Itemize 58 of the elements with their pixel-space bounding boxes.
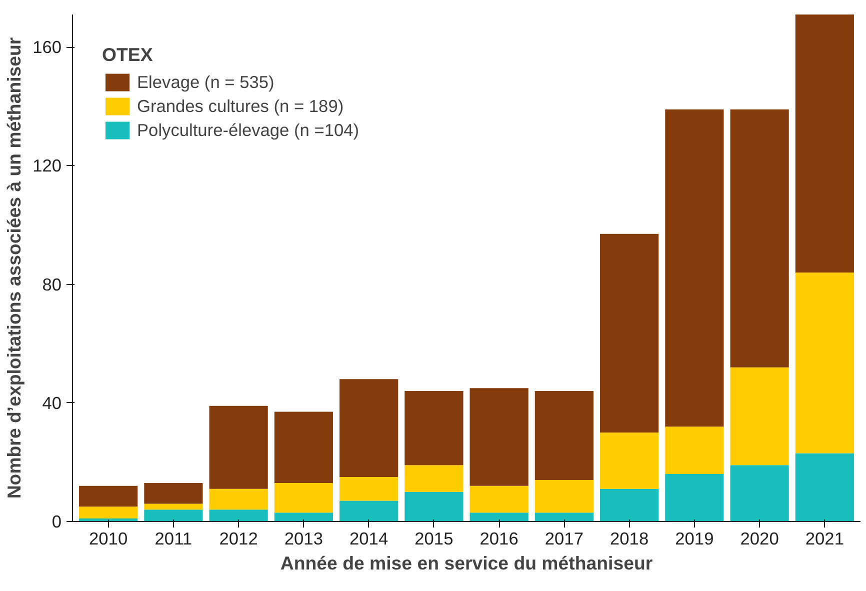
y-tick-label: 0: [52, 512, 62, 532]
bar: [795, 272, 854, 454]
bar: [470, 486, 528, 513]
x-tick-label: 2020: [740, 528, 779, 548]
x-tick-label: 2019: [675, 528, 714, 548]
x-tick-label: 2016: [480, 528, 518, 548]
legend-label: Elevage (n = 535): [137, 72, 274, 92]
bar: [534, 480, 594, 513]
y-axis-title: Nombre d’exploitations associées à un méthaniseur: [4, 37, 25, 499]
y-tick-label: 40: [42, 392, 62, 413]
bar: [340, 379, 398, 478]
bar: [470, 388, 528, 486]
bar: [665, 109, 724, 427]
bar: [600, 432, 659, 489]
bar: [79, 486, 138, 507]
y-tick-label: 80: [42, 274, 62, 294]
bar: [665, 474, 724, 522]
bar: [534, 512, 594, 522]
bar: [730, 109, 789, 368]
bar: [144, 510, 203, 522]
bar: [79, 506, 138, 519]
bar: [730, 367, 789, 466]
x-tick-label: 2021: [805, 528, 844, 548]
x-axis-title: Année de mise en service du méthaniseur: [280, 552, 653, 574]
bar: [144, 482, 203, 504]
x-tick-label: 2015: [414, 528, 454, 548]
bar: [600, 234, 659, 433]
bar: [274, 482, 333, 513]
x-tick-label: 2014: [350, 528, 388, 548]
x-tick-label: 2017: [544, 528, 584, 548]
x-tick-label: 2013: [284, 528, 323, 548]
legend-label: Polyculture-élevage (n =104): [137, 120, 360, 140]
y-tick-label: 160: [32, 37, 62, 58]
bar: [730, 465, 789, 522]
x-tick-label: 2018: [610, 528, 649, 548]
x-tick-label: 2011: [154, 528, 192, 548]
x-tick-label: 2012: [219, 528, 258, 548]
bar: [404, 391, 464, 466]
bar: [404, 492, 464, 522]
bar: [470, 512, 528, 522]
bar: [144, 504, 203, 510]
bar: [274, 512, 333, 522]
bar: [209, 406, 268, 489]
bar: [795, 453, 854, 522]
bar: [274, 412, 333, 483]
bar: [404, 465, 464, 492]
legend-title: OTEX: [102, 44, 154, 66]
bar: [600, 488, 659, 522]
y-tick-label: 120: [32, 156, 62, 176]
bar: [534, 391, 594, 480]
bar: [209, 488, 268, 510]
legend-label: Grandes cultures (n = 189): [137, 96, 344, 116]
bar: [665, 426, 724, 474]
bar: [209, 510, 268, 522]
bar: [795, 14, 854, 272]
bar: [340, 477, 398, 501]
x-tick-label: 2010: [89, 528, 128, 548]
bar: [340, 500, 398, 522]
